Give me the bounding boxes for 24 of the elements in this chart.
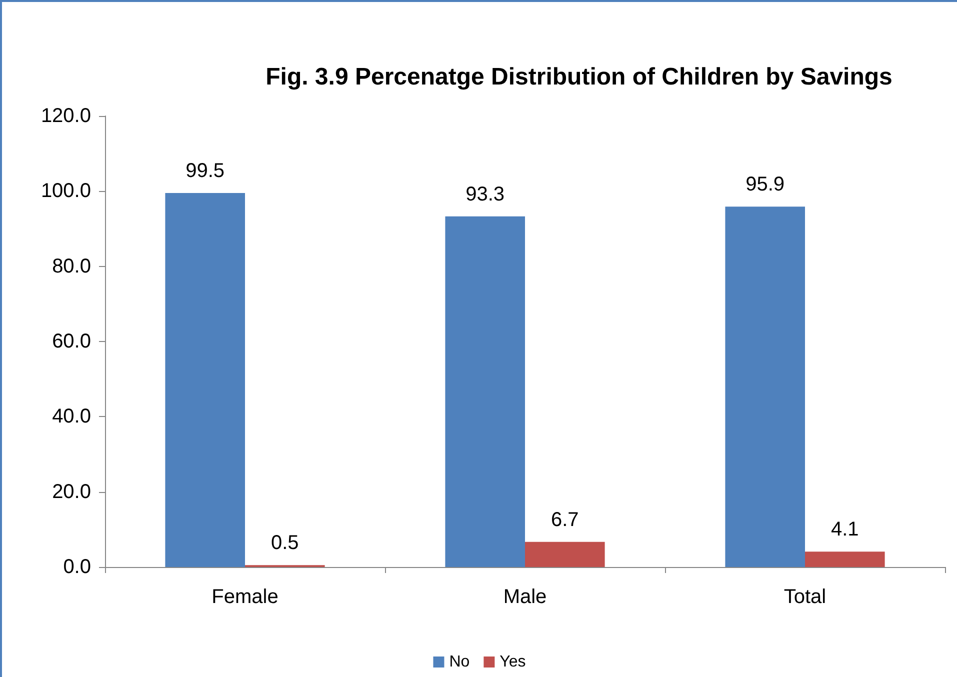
data-label: 6.7 (550, 508, 579, 531)
data-label: 93.3 (466, 183, 505, 206)
bar (725, 206, 805, 567)
data-label: 4.1 (830, 518, 859, 541)
y-tick-label: 40.0 (52, 406, 91, 428)
y-tick-label: 0.0 (63, 556, 91, 578)
y-tick-label: 80.0 (52, 255, 91, 278)
y-tick-label: 60.0 (52, 330, 91, 352)
y-tick-label: 120.0 (40, 105, 91, 127)
bar (165, 193, 245, 567)
bar (445, 216, 525, 567)
bar (525, 542, 605, 567)
bar (805, 552, 885, 567)
data-label: 99.5 (186, 160, 225, 182)
data-label: 0.5 (270, 532, 299, 554)
legend-label: Yes (500, 654, 526, 670)
chart-title: Fig. 3.9 Percenatge Distribution of Children by Savings (266, 64, 892, 90)
x-tick-label: Male (503, 586, 547, 608)
legend-label: No (449, 654, 470, 670)
x-tick-label: Female (212, 586, 278, 608)
data-label: 95.9 (746, 174, 785, 196)
y-tick-label: 20.0 (52, 480, 91, 503)
y-tick-label: 100.0 (40, 180, 91, 202)
x-tick-label: Total (784, 586, 826, 608)
